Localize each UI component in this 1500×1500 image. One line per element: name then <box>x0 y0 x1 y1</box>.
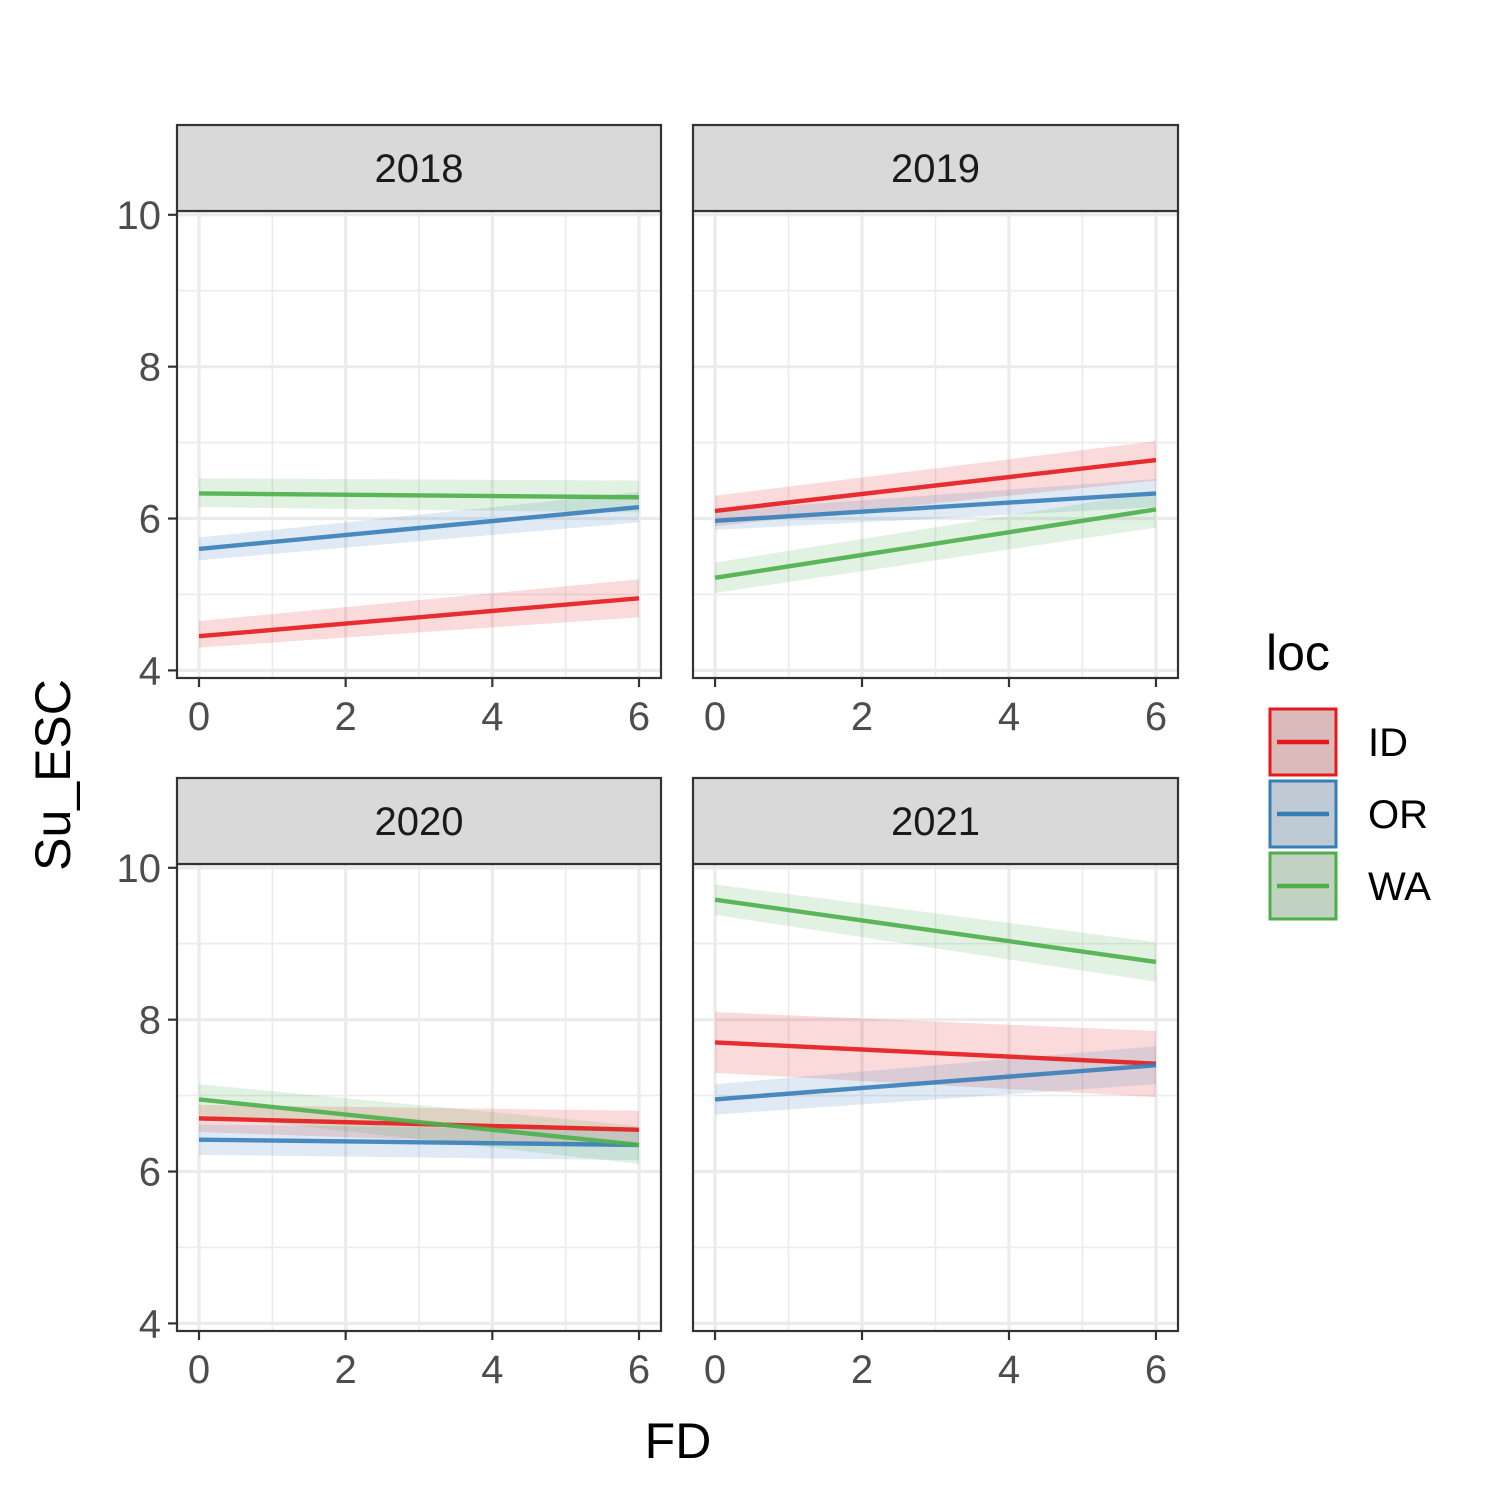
x-tick-label: 6 <box>628 1348 650 1392</box>
y-tick-label: 10 <box>117 194 162 238</box>
x-tick-label: 6 <box>1145 695 1167 739</box>
legend-entries: ID OR WA <box>1268 707 1431 921</box>
x-tick-label: 0 <box>188 1348 210 1392</box>
x-axis-title: FD <box>645 1413 712 1469</box>
series-line-OR <box>198 1137 640 1148</box>
facet-strip-label: 2021 <box>891 800 980 844</box>
legend-item-ID: ID <box>1268 707 1408 777</box>
x-tick-label: 2 <box>335 695 357 739</box>
facet-panel-2018: 2018 0 2 4 6 4 6 8 10 <box>117 123 663 739</box>
legend: loc ID OR WA <box>1266 625 1431 921</box>
y-tick-label: 6 <box>139 498 161 542</box>
x-tick-label: 0 <box>704 695 726 739</box>
legend-item-WA: WA <box>1268 851 1431 921</box>
series-line-OR <box>714 1063 1157 1102</box>
ci-ribbon-OR <box>715 479 1156 530</box>
series-line-OR <box>714 491 1157 524</box>
facet-panel-2021: 2021 0 2 4 6 <box>691 776 1180 1392</box>
facet-strip <box>691 123 1180 213</box>
facet-strip-label: 2019 <box>891 147 980 191</box>
y-tick-label: 4 <box>139 1302 161 1346</box>
facet-panel-2020: 2020 0 2 4 6 4 6 8 10 <box>117 776 663 1392</box>
series-line-ID <box>714 1040 1157 1066</box>
ci-ribbon-ID <box>199 579 639 648</box>
y-tick-label: 8 <box>139 346 161 390</box>
x-tick-label: 6 <box>1145 1348 1167 1392</box>
y-tick-label: 6 <box>139 1151 161 1195</box>
x-tick-label: 2 <box>851 1348 873 1392</box>
legend-label: WA <box>1368 865 1431 909</box>
y-tick-label: 8 <box>139 999 161 1043</box>
facet-strip-label: 2020 <box>375 800 464 844</box>
y-tick-label: 10 <box>117 847 162 891</box>
x-tick-label: 0 <box>188 695 210 739</box>
facet-strip <box>175 123 663 213</box>
series-line-ID <box>198 596 640 639</box>
series-line-WA <box>714 897 1157 965</box>
series-line-WA <box>714 507 1157 580</box>
ci-ribbon-WA <box>715 884 1156 982</box>
legend-item-OR: OR <box>1268 779 1428 849</box>
legend-title: loc <box>1266 625 1330 681</box>
series-line-ID <box>714 457 1157 514</box>
legend-label: ID <box>1368 721 1408 765</box>
x-tick-label: 2 <box>335 1348 357 1392</box>
x-tick-label: 4 <box>998 695 1020 739</box>
x-tick-label: 2 <box>851 695 873 739</box>
x-tick-label: 6 <box>628 695 650 739</box>
facet-strip <box>691 776 1180 866</box>
series-line-WA <box>198 491 640 500</box>
facet-panel-2019: 2019 0 2 4 6 <box>691 123 1180 739</box>
facet-strip <box>175 776 663 866</box>
series-line-OR <box>198 504 640 552</box>
x-tick-label: 0 <box>704 1348 726 1392</box>
legend-label: OR <box>1368 793 1428 837</box>
x-tick-label: 4 <box>481 695 503 739</box>
y-axis-title: Su_ESC <box>25 679 81 871</box>
x-tick-label: 4 <box>998 1348 1020 1392</box>
facet-strip-label: 2018 <box>375 147 464 191</box>
series-line-WA <box>198 1097 640 1148</box>
x-tick-label: 4 <box>481 1348 503 1392</box>
y-tick-label: 4 <box>139 649 161 693</box>
